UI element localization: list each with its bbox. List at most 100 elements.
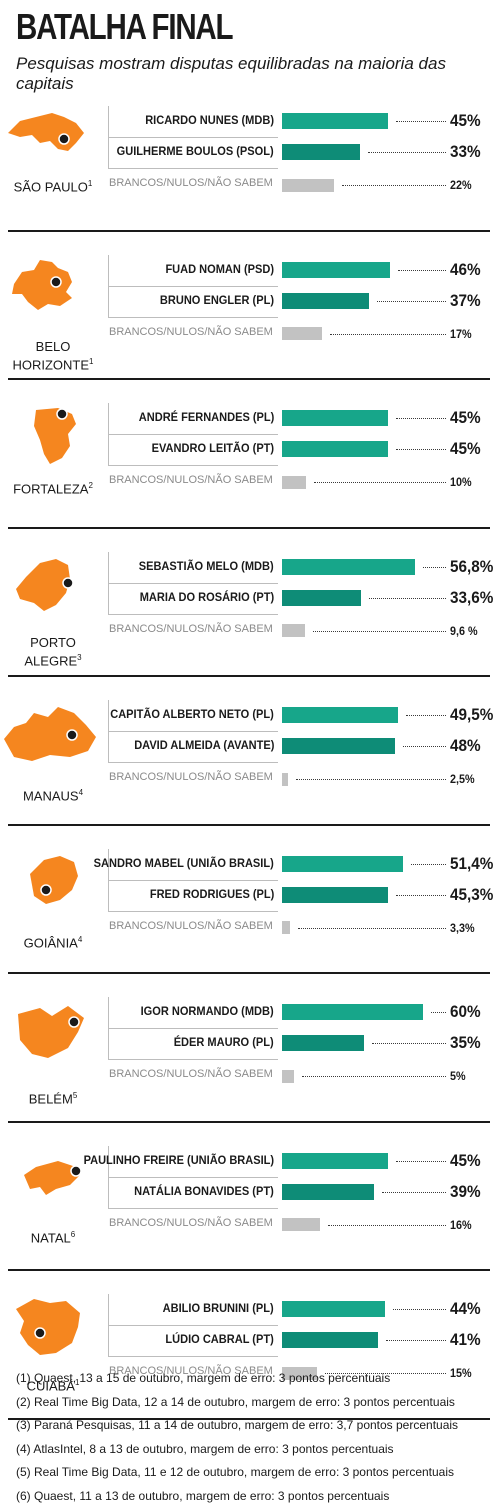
capital-dot: [50, 275, 62, 288]
leader-dots: [368, 597, 446, 599]
candidate-label: LÚDIO CABRAL (PT): [165, 1332, 274, 1346]
bar: [282, 624, 305, 637]
row-separator: [108, 1207, 278, 1209]
bar: [282, 1183, 374, 1200]
candidate-label: ANDRÉ FERNANDES (PL): [138, 410, 274, 424]
bar: [282, 178, 334, 192]
bar: [282, 113, 388, 129]
value-label: 2,5%: [450, 772, 475, 786]
value-label: 35%: [450, 1033, 481, 1052]
city-name: GOIÂNIA4: [4, 932, 102, 950]
leader-dots: [313, 482, 446, 483]
city-section-goiania: GOIÂNIA4 SANDRO MABEL (UNIÃO BRASIL) 51,4%…: [0, 848, 500, 997]
capital-dot: [62, 576, 74, 589]
blank-vote-label: BRANCOS/NULOS/NÃO SABEM: [109, 474, 273, 486]
footnote-ref: 4: [77, 934, 83, 944]
leader-dots: [423, 566, 446, 568]
row-separator: [108, 613, 278, 615]
candidate-label: DAVID ALMEIDA (AVANTE): [133, 738, 274, 752]
chart-subtitle: Pesquisas mostram disputas equilibradas …: [16, 54, 446, 93]
footnote-ref: 3: [77, 652, 82, 662]
capital-dot: [34, 1327, 46, 1339]
value-label: 22%: [450, 178, 472, 192]
row-separator: [108, 465, 278, 466]
section-divider: [8, 972, 490, 974]
bar: [282, 1035, 365, 1051]
amazonas-state-map: [4, 707, 96, 761]
value-label: 48%: [450, 736, 481, 755]
candidate-label: SEBASTIÃO MELO (MDB): [139, 558, 274, 573]
candidate-label: ÉDER MAURO (PL): [174, 1035, 274, 1049]
footnote: (6) Quaest, 11 a 13 de outubro, margem d…: [16, 1488, 390, 1503]
capital-dot: [68, 1016, 80, 1028]
bar: [282, 1069, 294, 1083]
para-state-map: [18, 1006, 84, 1058]
city-name: SÃO PAULO1: [4, 176, 102, 194]
section-divider: [8, 229, 490, 232]
value-label: 45%: [450, 439, 481, 458]
city-name: BELÉM5: [4, 1088, 102, 1106]
bar: [282, 261, 391, 278]
value-label: 39%: [450, 1181, 481, 1201]
leader-dots: [329, 333, 446, 335]
footnote-ref: 2: [88, 481, 93, 490]
row-separator: [108, 434, 278, 435]
city-name-text: FORTALEZA: [13, 481, 89, 497]
leader-dots: [376, 300, 446, 302]
bar: [282, 292, 369, 309]
blank-vote-label: BRANCOS/NULOS/NÃO SABEM: [109, 1216, 273, 1229]
value-label: 44%: [450, 1299, 481, 1318]
value-label: 37%: [450, 290, 481, 310]
leader-dots: [312, 630, 446, 632]
city-name-text: BELÉM: [28, 1091, 73, 1107]
value-label: 45,3%: [450, 884, 494, 904]
candidate-label: EVANDRO LEITÃO (PT): [151, 441, 274, 455]
leader-dots: [372, 1043, 446, 1044]
bar: [282, 1301, 386, 1317]
state-shape: [16, 1299, 80, 1355]
city-name-text: BELO: [35, 338, 71, 354]
bar: [282, 772, 288, 786]
candidate-label: CAPITÃO ALBERTO NETO (PL): [110, 707, 274, 721]
mato-grosso-state-map: [16, 1299, 80, 1355]
city-name-text: MANAUS: [22, 788, 79, 804]
city-name: PORTO ALEGRE3: [4, 635, 102, 668]
city-name-text: CUIABÁ: [26, 1378, 75, 1394]
row-separator: [108, 879, 278, 881]
bar: [282, 327, 322, 340]
candidate-label: BRUNO ENGLER (PL): [159, 292, 274, 307]
row-separator: [108, 1176, 278, 1178]
state-shape: [18, 1006, 84, 1058]
row-separator: [108, 1028, 278, 1029]
city-name: BELO HORIZONTE1: [4, 339, 102, 372]
footnote-ref: 4: [78, 788, 84, 797]
goias-state-map: [30, 855, 78, 904]
row-separator: [108, 731, 278, 732]
row-separator: [108, 582, 278, 584]
row-separator: [108, 168, 278, 169]
footnote: (1) Quaest, 13 a 15 de outubro, margem d…: [16, 1371, 391, 1385]
value-label: 5%: [450, 1069, 466, 1083]
blank-vote-label: BRANCOS/NULOS/NÃO SABEM: [109, 919, 273, 932]
capital-dot: [66, 729, 78, 741]
capital-dot: [40, 883, 52, 896]
city-section-natal: NATAL6 PAULINHO FREIRE (UNIÃO BRASIL) 45% N…: [0, 1145, 500, 1294]
state-shape: [4, 707, 96, 761]
city-name: CUIABÁ1: [4, 1375, 102, 1393]
value-label: 41%: [450, 1330, 481, 1349]
chart-title: BATALHA FINAL: [16, 6, 234, 47]
leader-dots: [301, 1076, 446, 1077]
footnote: (2) Real Time Big Data, 12 a 14 de outub…: [16, 1394, 455, 1409]
city-name: MANAUS4: [4, 785, 102, 803]
state-shape: [12, 259, 72, 310]
value-label: 17%: [450, 326, 472, 341]
ceara-state-map: [34, 408, 76, 464]
bar: [282, 1152, 388, 1169]
leader-dots: [406, 715, 446, 716]
value-label: 9,6 %: [450, 623, 478, 638]
bar: [282, 558, 416, 575]
bar: [282, 1004, 423, 1020]
section-divider: [8, 526, 490, 529]
value-label: 51,4%: [450, 853, 494, 873]
city-name-text: GOIÂNIA: [23, 934, 78, 950]
